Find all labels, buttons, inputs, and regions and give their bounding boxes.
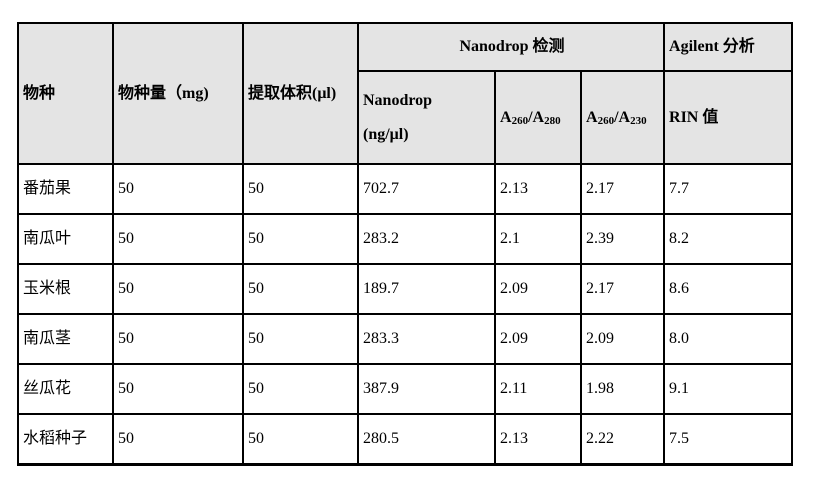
a260-a280-cell: 2.11 xyxy=(494,363,582,415)
a260-a230-cell: 2.39 xyxy=(579,213,666,265)
species-cell: 南瓜叶 xyxy=(17,213,114,265)
concentration-cell: 280.5 xyxy=(357,413,496,466)
a260-a280-cell: 2.09 xyxy=(494,313,582,365)
a260-a230-cell: 2.17 xyxy=(579,263,666,315)
species-cell: 丝瓜花 xyxy=(17,363,114,415)
a260-a230-cell: 2.09 xyxy=(579,313,666,365)
a260-a280-cell: 2.1 xyxy=(494,213,582,265)
rin-cell: 7.5 xyxy=(663,413,794,466)
concentration-cell: 283.2 xyxy=(357,213,496,265)
a260-a230-cell: 1.98 xyxy=(579,363,666,415)
species-cell: 番茄果 xyxy=(17,163,114,215)
species-cell: 南瓜茎 xyxy=(17,313,114,365)
rin-cell: 9.1 xyxy=(663,363,794,415)
rna-sample-quality-table: 物种 物种量（mg) 提取体积(μl) Nanodrop 检测 Agilent … xyxy=(17,22,794,466)
header-a260-a280: A260/A280 xyxy=(494,70,582,165)
table-row: 番茄果 50 50 702.7 2.13 2.17 7.7 xyxy=(17,163,794,215)
rin-cell: 8.0 xyxy=(663,313,794,365)
table-row: 南瓜茎 50 50 283.3 2.09 2.09 8.0 xyxy=(17,313,794,365)
table-header-row-2: Nanodrop (ng/μl) A260/A280 A260/A230 RIN… xyxy=(18,70,794,165)
a260-a280-cell: 2.09 xyxy=(494,263,582,315)
amount-cell: 50 xyxy=(112,313,244,365)
amount-cell: 50 xyxy=(112,413,244,466)
header-species: 物种 xyxy=(17,22,114,165)
table-row: 南瓜叶 50 50 283.2 2.1 2.39 8.2 xyxy=(17,213,794,265)
concentration-cell: 189.7 xyxy=(357,263,496,315)
a260-a280-cell: 2.13 xyxy=(494,163,582,215)
header-group-agilent: Agilent 分析 xyxy=(663,22,794,72)
amount-cell: 50 xyxy=(112,213,244,265)
table-row: 玉米根 50 50 189.7 2.09 2.17 8.6 xyxy=(17,263,794,315)
concentration-cell: 283.3 xyxy=(357,313,496,365)
amount-cell: 50 xyxy=(112,363,244,415)
header-concentration-line2: (ng/μl) xyxy=(363,125,409,143)
volume-cell: 50 xyxy=(242,213,359,265)
header-a260-a230: A260/A230 xyxy=(579,70,666,165)
volume-cell: 50 xyxy=(242,163,359,215)
table-row: 丝瓜花 50 50 387.9 2.11 1.98 9.1 xyxy=(17,363,794,415)
rin-cell: 8.6 xyxy=(663,263,794,315)
concentration-cell: 702.7 xyxy=(357,163,496,215)
table-header-row-1: 物种 物种量（mg) 提取体积(μl) Nanodrop 检测 Agilent … xyxy=(17,22,794,165)
header-rin: RIN 值 xyxy=(663,70,794,165)
amount-cell: 50 xyxy=(112,263,244,315)
header-concentration: Nanodrop (ng/μl) xyxy=(357,70,496,165)
concentration-cell: 387.9 xyxy=(357,363,496,415)
species-cell: 水稻种子 xyxy=(17,413,114,466)
header-concentration-line1: Nanodrop xyxy=(363,91,433,109)
header-amount: 物种量（mg) xyxy=(112,22,244,165)
rin-cell: 7.7 xyxy=(663,163,794,215)
volume-cell: 50 xyxy=(242,363,359,415)
volume-cell: 50 xyxy=(242,413,359,466)
header-group-nanodrop: Nanodrop 检测 xyxy=(356,22,666,72)
volume-cell: 50 xyxy=(242,313,359,365)
table-row: 水稻种子 50 50 280.5 2.13 2.22 7.5 xyxy=(17,413,794,466)
species-cell: 玉米根 xyxy=(17,263,114,315)
amount-cell: 50 xyxy=(112,163,244,215)
rin-cell: 8.2 xyxy=(663,213,794,265)
a260-a230-cell: 2.22 xyxy=(579,413,666,466)
volume-cell: 50 xyxy=(242,263,359,315)
a260-a280-cell: 2.13 xyxy=(494,413,582,466)
table-outer-border-line xyxy=(792,22,793,465)
a260-a230-cell: 2.17 xyxy=(579,163,666,215)
header-volume: 提取体积(μl) xyxy=(242,22,359,165)
